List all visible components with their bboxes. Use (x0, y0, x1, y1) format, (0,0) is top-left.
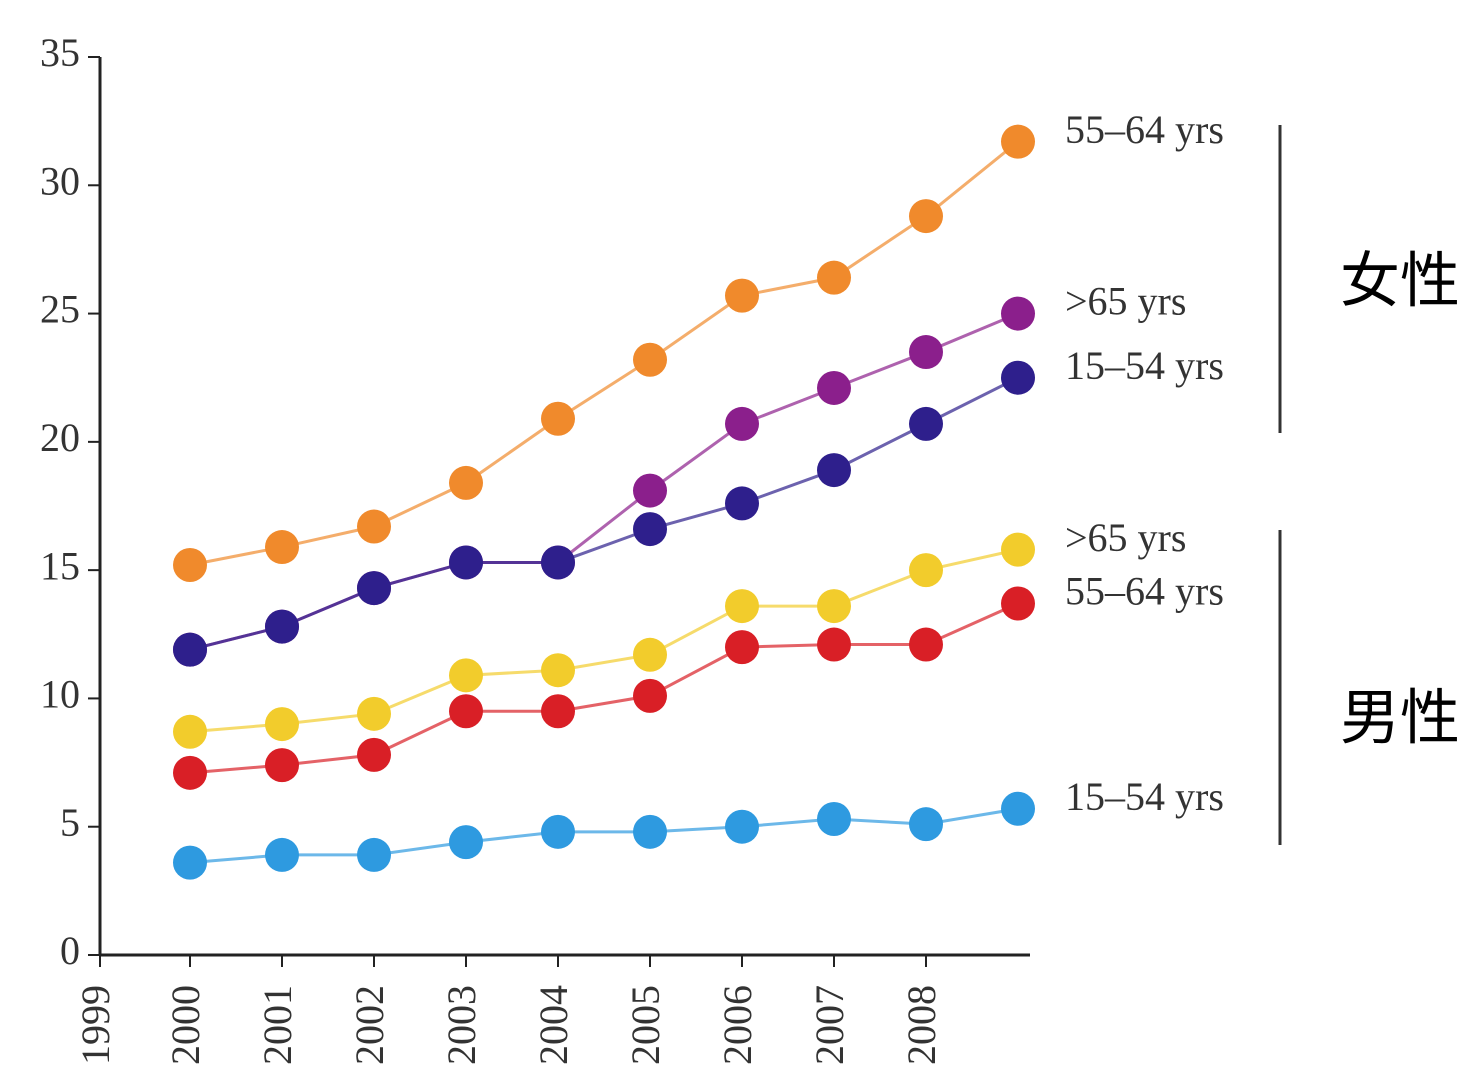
series-line (189, 140, 1019, 567)
marker (1001, 124, 1035, 159)
x-tick-label: 1999 (73, 985, 118, 1065)
y-tick-label: 15 (40, 543, 80, 588)
marker (817, 370, 851, 405)
series-line (189, 602, 1019, 775)
marker (449, 658, 483, 693)
marker (265, 748, 299, 783)
marker (909, 406, 943, 441)
marker (541, 814, 575, 849)
marker (633, 678, 667, 713)
marker (633, 473, 667, 508)
marker (265, 837, 299, 872)
y-tick-label: 20 (40, 415, 80, 460)
marker (449, 465, 483, 500)
marker (541, 401, 575, 436)
marker (1001, 532, 1035, 567)
group-label: 男性 (1340, 684, 1460, 754)
series-line (189, 312, 1019, 652)
marker (541, 653, 575, 688)
marker (725, 278, 759, 313)
y-tick-label: 30 (40, 158, 80, 203)
series-label: 15–54 yrs (1065, 774, 1224, 819)
series-line (189, 807, 1019, 865)
x-tick-label: 2001 (255, 985, 300, 1065)
marker (1001, 360, 1035, 395)
series-label: 15–54 yrs (1065, 343, 1224, 388)
x-tick-label: 2005 (623, 985, 668, 1065)
y-tick-label: 35 (40, 30, 80, 75)
marker (633, 342, 667, 377)
marker (173, 845, 207, 880)
x-tick-label: 2007 (807, 985, 852, 1065)
marker (173, 632, 207, 667)
marker (817, 453, 851, 488)
marker (541, 545, 575, 580)
series-label: 55–64 yrs (1065, 569, 1224, 614)
marker (541, 694, 575, 729)
x-tick-label: 2002 (347, 985, 392, 1065)
y-tick-label: 25 (40, 287, 80, 332)
marker (1001, 791, 1035, 826)
marker (449, 694, 483, 729)
marker (725, 406, 759, 441)
marker (357, 737, 391, 772)
series-line (189, 376, 1019, 652)
x-tick-label: 2003 (439, 985, 484, 1065)
marker (173, 755, 207, 790)
series-label: 55–64 yrs (1065, 107, 1224, 152)
x-tick-label: 2008 (899, 985, 944, 1065)
series-line (189, 548, 1019, 734)
marker (817, 589, 851, 624)
marker (357, 571, 391, 606)
marker (633, 637, 667, 672)
x-tick-label: 2006 (715, 985, 760, 1065)
y-tick-label: 5 (60, 800, 80, 845)
marker (817, 260, 851, 295)
marker (909, 335, 943, 370)
marker (909, 627, 943, 662)
marker (357, 696, 391, 731)
marker (725, 589, 759, 624)
marker (173, 548, 207, 583)
x-tick-label: 2000 (163, 985, 208, 1065)
marker (1001, 296, 1035, 331)
y-tick-label: 0 (60, 928, 80, 973)
series-label: >65 yrs (1065, 515, 1186, 560)
marker (449, 825, 483, 860)
marker (725, 630, 759, 665)
marker (909, 199, 943, 234)
marker (909, 807, 943, 842)
marker (265, 707, 299, 742)
y-tick-label: 10 (40, 672, 80, 717)
marker (909, 553, 943, 588)
marker (633, 814, 667, 849)
marker (449, 545, 483, 580)
marker (633, 512, 667, 547)
marker (357, 837, 391, 872)
marker (725, 486, 759, 521)
marker (265, 609, 299, 644)
marker (357, 509, 391, 544)
marker (725, 809, 759, 844)
marker (817, 627, 851, 662)
marker (817, 802, 851, 837)
marker (1001, 586, 1035, 621)
marker (173, 714, 207, 749)
x-tick-label: 2004 (531, 985, 576, 1065)
marker (265, 530, 299, 565)
series-label: >65 yrs (1065, 279, 1186, 324)
group-label: 女性 (1340, 247, 1460, 317)
